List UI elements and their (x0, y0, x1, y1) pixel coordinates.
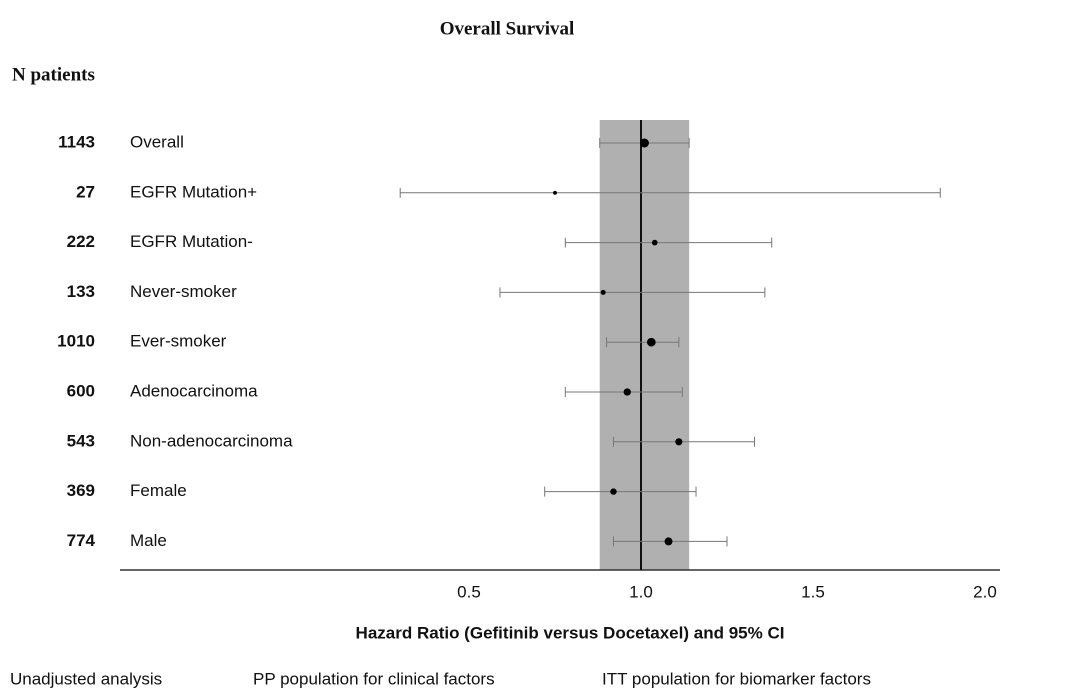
category-label: Adenocarcinoma (130, 381, 258, 400)
n-patients: 369 (67, 481, 95, 500)
n-patients: 1143 (58, 132, 95, 151)
n-patients: 600 (67, 381, 95, 400)
category-label: Never-smoker (130, 282, 237, 301)
category-label: Overall (130, 132, 184, 151)
chart-subtitle: Overall Survival (440, 18, 575, 39)
point-estimate (651, 239, 658, 246)
n-patients: 1010 (57, 332, 95, 351)
category-label: Ever-smoker (130, 332, 227, 351)
point-estimate (646, 337, 656, 347)
category-label: Male (130, 531, 167, 550)
point-estimate (600, 289, 606, 295)
point-estimate (664, 537, 673, 546)
point-estimate (610, 488, 617, 495)
n-patients: 27 (76, 182, 95, 201)
footnote: PP population for clinical factors (253, 669, 495, 688)
n-patients: 133 (67, 282, 95, 301)
point-estimate (623, 388, 631, 396)
footnote: ITT population for biomarker factors (602, 669, 871, 688)
footnote: Unadjusted analysis (10, 669, 162, 688)
x-tick-label: 2.0 (973, 582, 997, 601)
x-axis-label: Hazard Ratio (Gefitinib versus Docetaxel… (356, 623, 785, 642)
category-label: EGFR Mutation+ (130, 182, 257, 201)
overall-ci-band (599, 120, 690, 570)
point-estimate (553, 190, 557, 195)
x-tick-label: 1.5 (801, 582, 825, 601)
category-label: Non-adenocarcinoma (130, 431, 293, 450)
category-label: Female (130, 481, 187, 500)
column-header: N patients (12, 64, 95, 85)
category-label: EGFR Mutation- (130, 232, 253, 251)
n-patients: 543 (67, 431, 95, 450)
point-estimate (675, 438, 683, 446)
x-tick-label: 0.5 (457, 582, 481, 601)
point-estimate (639, 138, 649, 148)
x-tick-label: 1.0 (629, 582, 653, 601)
n-patients: 222 (67, 232, 95, 251)
n-patients: 774 (67, 531, 96, 550)
